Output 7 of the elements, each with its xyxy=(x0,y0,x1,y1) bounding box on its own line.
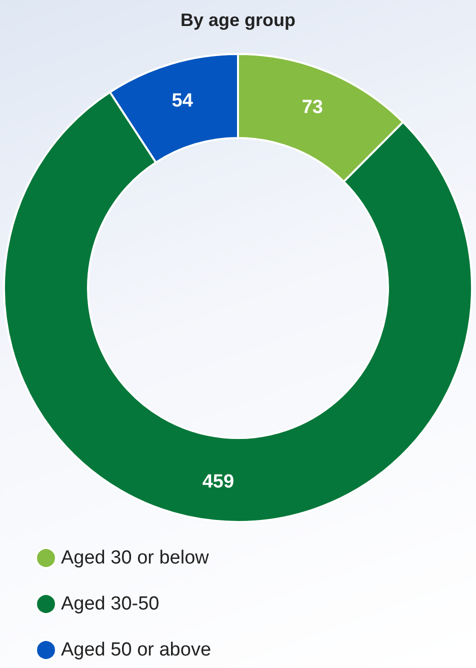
legend-label: Aged 30 or below xyxy=(61,548,210,568)
legend-label: Aged 30-50 xyxy=(61,594,160,614)
chart-title: By age group xyxy=(180,10,296,30)
data-label: 54 xyxy=(172,90,194,112)
legend-label: Aged 50 or above xyxy=(61,640,212,660)
data-label: 459 xyxy=(202,471,234,492)
data-label: 73 xyxy=(302,97,323,118)
